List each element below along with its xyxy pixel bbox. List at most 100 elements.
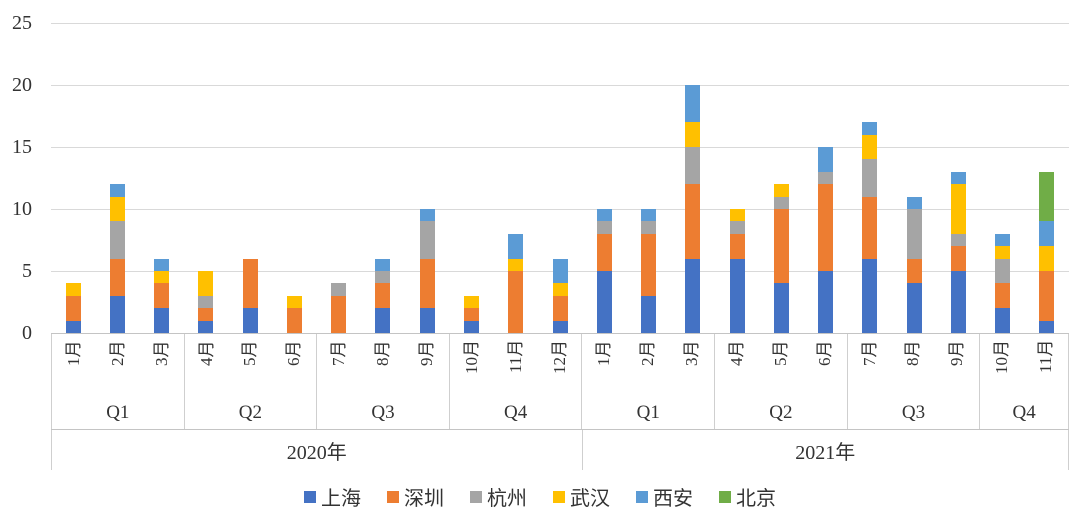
month-tick-label: 4月 <box>196 340 216 367</box>
month-tick-label: 5月 <box>770 340 790 367</box>
bar-segment-上海 <box>109 295 125 333</box>
y-axis: 0 5 10 15 20 25 <box>0 12 40 344</box>
bar-segment-武汉 <box>1039 246 1055 272</box>
month-slot: 11月 <box>494 334 538 396</box>
bar-segment-深圳 <box>1039 271 1055 321</box>
stacked-bar <box>242 258 258 333</box>
y-tick-label: 15 <box>12 136 32 158</box>
quarter-box: 1月 2月 3月 Q1 <box>51 334 184 429</box>
month-slot: 3月 <box>670 334 714 396</box>
bar-segment-西安 <box>552 258 568 284</box>
months-row: 10月 11月 <box>980 334 1068 396</box>
bar-slot-5月 <box>759 23 803 333</box>
bar-slot-10月 <box>449 23 493 333</box>
stacked-bar <box>109 184 125 333</box>
bar-segment-杭州 <box>862 159 878 197</box>
months-row: 4月 5月 6月 <box>715 334 847 396</box>
bar-segment-西安 <box>596 209 612 222</box>
legend: 上海 深圳 杭州 武汉 西安 北京 <box>0 482 1080 511</box>
bar-slot-5月 <box>228 23 272 333</box>
bar-segment-武汉 <box>508 258 524 271</box>
legend-swatch-icon <box>553 490 565 503</box>
stacked-bar <box>862 122 878 333</box>
bar-segment-上海 <box>552 320 568 333</box>
legend-swatch-icon <box>304 490 316 503</box>
month-slot: 4月 <box>715 334 759 396</box>
month-slot: 8月 <box>361 334 405 396</box>
stacked-bar <box>464 295 480 333</box>
months-row: 7月 8月 9月 <box>317 334 449 396</box>
legend-swatch-icon <box>470 490 482 503</box>
month-tick-label: 8月 <box>903 340 923 367</box>
bar-segment-上海 <box>950 271 966 333</box>
month-tick-label: 11月 <box>505 339 525 373</box>
month-tick-label: 12月 <box>549 340 569 374</box>
bar-segment-西安 <box>685 85 701 123</box>
month-tick-label: 1月 <box>594 340 614 367</box>
month-tick-label: 1月 <box>63 340 83 367</box>
bar-slot-2月 <box>626 23 670 333</box>
bar-segment-西安 <box>950 171 966 185</box>
legend-item-西安: 西安 <box>636 482 693 511</box>
month-slot: 6月 <box>272 334 316 396</box>
month-tick-label: 9月 <box>416 340 436 367</box>
bar-slot-2月 <box>95 23 139 333</box>
x-axis: 1月 2月 3月 Q1 4月 5月 6月 Q2 7月 8月 9月 Q3 10月 11月 12月 Q4 1月 2月 3… <box>51 333 1069 470</box>
bar-segment-武汉 <box>685 122 701 148</box>
bar-segment-西安 <box>995 233 1011 247</box>
month-slot: 5月 <box>759 334 803 396</box>
bar-segment-杭州 <box>641 221 657 234</box>
bar-slot-4月 <box>715 23 759 333</box>
bar-slot-10月 <box>981 23 1025 333</box>
bar-segment-杭州 <box>950 233 966 247</box>
month-tick-label: 6月 <box>814 340 834 367</box>
stacked-bar <box>641 209 657 333</box>
bar-segment-杭州 <box>419 221 435 259</box>
month-slot: 12月 <box>538 334 582 396</box>
bar-segment-武汉 <box>198 271 214 296</box>
bar-segment-武汉 <box>65 283 81 296</box>
month-slot: 10月 <box>980 334 1024 396</box>
gridline <box>51 23 1069 24</box>
month-tick-label: 8月 <box>373 340 393 367</box>
quarter-tick-label: Q4 <box>1012 401 1036 423</box>
quarter-tick-label: Q3 <box>901 401 926 423</box>
stacked-bar <box>198 271 214 333</box>
bar-segment-武汉 <box>286 295 302 309</box>
bar-slot-7月 <box>317 23 361 333</box>
stacked-bar <box>65 283 81 333</box>
bar-segment-上海 <box>242 308 258 333</box>
plot-area <box>51 23 1069 333</box>
bar-segment-上海 <box>818 271 834 333</box>
legend-label: 武汉 <box>570 488 610 510</box>
bar-segment-深圳 <box>596 233 612 271</box>
legend-label: 北京 <box>736 488 776 510</box>
bar-slot-7月 <box>848 23 892 333</box>
stacked-bar <box>950 171 966 333</box>
quarter-box: 1月 2月 3月 Q1 <box>581 334 714 429</box>
stacked-bar <box>773 184 789 333</box>
gridline <box>51 147 1069 148</box>
month-tick-label: 3月 <box>682 340 702 367</box>
stacked-bar <box>508 233 524 333</box>
stacked-bar <box>375 258 391 333</box>
stacked-bar <box>906 196 922 333</box>
stacked-bar <box>995 233 1011 333</box>
stacked-bar <box>331 283 347 333</box>
month-tick-label: 2月 <box>107 340 127 367</box>
bar-segment-武汉 <box>773 184 789 197</box>
bar-segment-深圳 <box>109 258 125 296</box>
bar-segment-杭州 <box>596 221 612 234</box>
legend-swatch-icon <box>719 490 731 503</box>
bar-slot-8月 <box>361 23 405 333</box>
bar-segment-深圳 <box>65 295 81 321</box>
bar-segment-杭州 <box>995 258 1011 284</box>
bar-segment-武汉 <box>154 271 170 284</box>
stacked-bar <box>154 258 170 333</box>
bar-segment-深圳 <box>242 258 258 309</box>
bar-segment-武汉 <box>464 295 480 309</box>
bar-segment-武汉 <box>552 283 568 296</box>
bar-slot-12月 <box>538 23 582 333</box>
month-slot: 2月 <box>626 334 670 396</box>
stacked-bar <box>818 147 834 333</box>
